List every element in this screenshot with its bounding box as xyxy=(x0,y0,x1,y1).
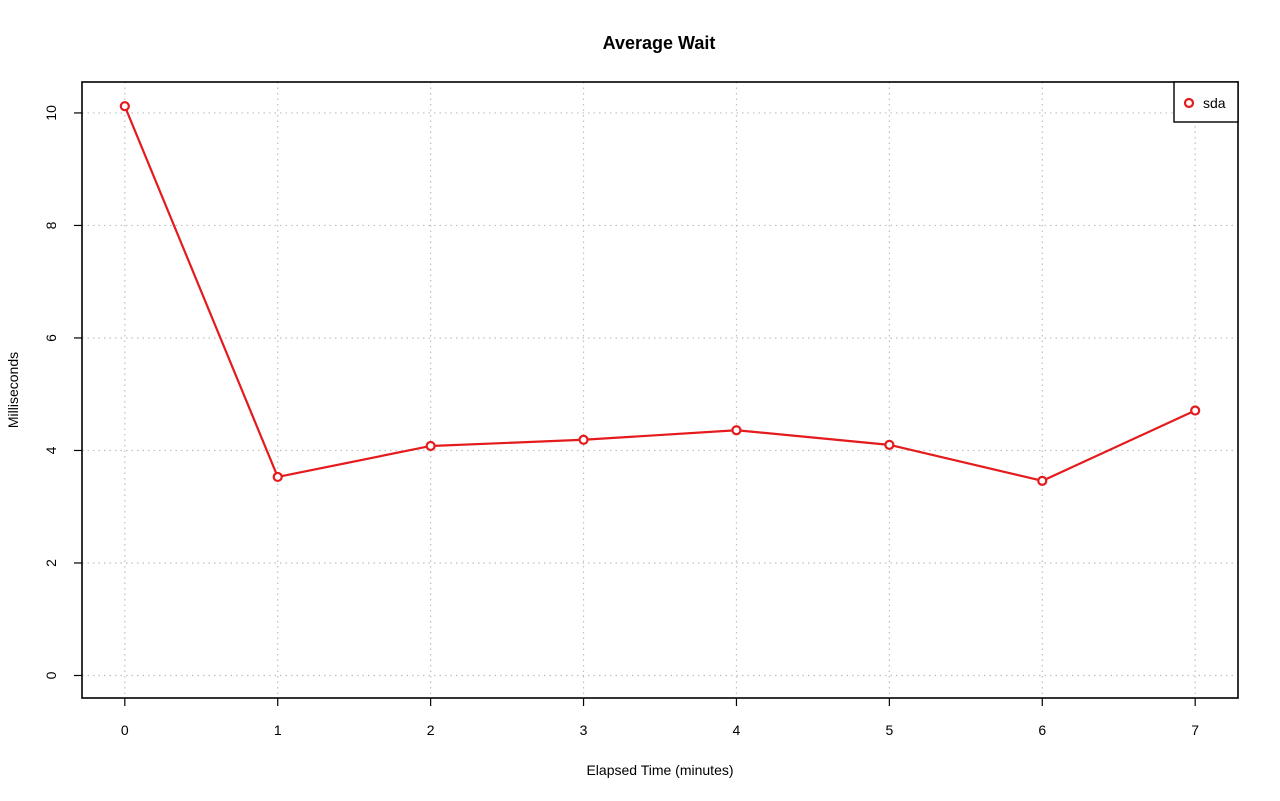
chart-title: Average Wait xyxy=(603,33,716,53)
series-line-sda xyxy=(123,105,1196,482)
data-point xyxy=(272,471,283,483)
y-tick-label: 4 xyxy=(43,446,59,454)
x-tick-label: 2 xyxy=(427,722,435,738)
data-point xyxy=(119,101,130,112)
y-axis: 0 2 4 6 8 10 xyxy=(43,105,82,679)
y-axis-label: Milliseconds xyxy=(5,352,21,428)
data-point xyxy=(425,440,436,452)
x-axis: 0 1 2 3 4 5 6 7 xyxy=(121,698,1199,738)
y-tick-label: 8 xyxy=(43,221,59,229)
data-point xyxy=(1037,475,1048,486)
plot-frame xyxy=(81,81,1239,699)
data-point xyxy=(731,425,742,436)
legend-label-sda: sda xyxy=(1203,95,1226,111)
y-tick-label: 10 xyxy=(43,105,59,121)
grid xyxy=(82,82,1238,698)
x-tick-label: 1 xyxy=(274,722,282,738)
series-layer xyxy=(119,101,1201,486)
y-tick-label: 6 xyxy=(43,334,59,342)
x-tick-label: 5 xyxy=(885,722,893,738)
legend-marker xyxy=(1183,97,1195,109)
legend: sda xyxy=(1173,81,1239,123)
x-axis-label: Elapsed Time (minutes) xyxy=(586,762,733,778)
y-tick-label: 0 xyxy=(43,671,59,679)
x-tick-label: 0 xyxy=(121,722,129,738)
x-tick-label: 4 xyxy=(733,722,741,738)
y-tick-label: 2 xyxy=(43,559,59,567)
x-tick-label: 3 xyxy=(580,722,588,738)
data-point xyxy=(884,439,895,450)
x-tick-label: 7 xyxy=(1191,722,1199,738)
x-tick-label: 6 xyxy=(1038,722,1046,738)
data-point xyxy=(578,434,589,445)
data-point xyxy=(1190,405,1201,416)
